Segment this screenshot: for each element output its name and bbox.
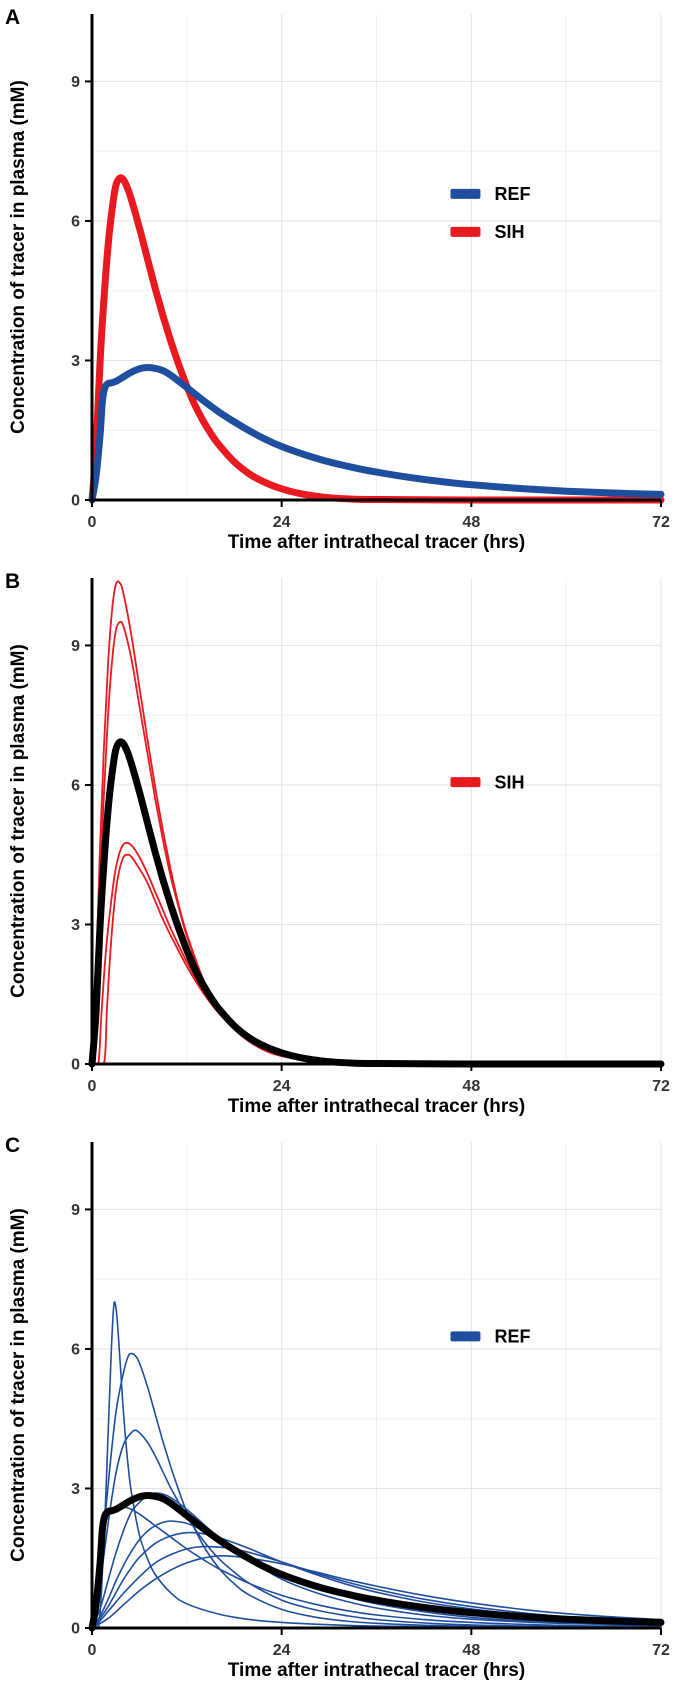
y-axis-title: Concentration of tracer in plasma (mM): [8, 1208, 29, 1562]
y-tick-label: 3: [71, 917, 80, 934]
panel-a-chart: 0 3 6 9 0 24 48 72 Time after intrathecal tracer…: [8, 14, 670, 553]
series-ref-subject-2: [91, 1352, 662, 1629]
series-ref-mean: [88, 363, 665, 504]
x-axis-title: Time after intrathecal tracer (hrs): [228, 532, 525, 553]
y-axis-title: Concentration of tracer in plasma (mM): [8, 644, 29, 998]
series-sih-mean: [88, 174, 665, 504]
legend-swatch-sih: [450, 226, 481, 237]
panel-c-letter: C: [5, 1134, 21, 1157]
panel-a: A 0 3 6 9 0 24 48 72 Time after intrathecal trac…: [0, 0, 675, 564]
x-tick-label: 72: [652, 1642, 670, 1659]
y-tick-label: 0: [71, 1057, 80, 1074]
x-axis-title: Time after intrathecal tracer (hrs): [228, 1096, 525, 1117]
legend-swatch-ref: [450, 1331, 481, 1342]
x-axis-title: Time after intrathecal tracer (hrs): [228, 1660, 525, 1681]
y-tick-label: 6: [71, 778, 80, 795]
panel-b-letter: B: [5, 570, 21, 593]
x-tick-label: 48: [462, 1642, 480, 1659]
series-ref-mean: [88, 1491, 665, 1632]
x-tick-label: 72: [652, 514, 670, 531]
series-ref-subject-4: [91, 1492, 662, 1629]
legend-swatch-ref: [450, 188, 481, 199]
y-tick-label: 9: [71, 1202, 80, 1219]
panel-c: C 0 3 6 9 0 24 48 72 Time after intrathecal trac…: [0, 1128, 675, 1692]
series-sih-mean: [88, 738, 665, 1068]
x-tick-label: 24: [273, 1078, 291, 1095]
x-tick-label: 24: [273, 1642, 291, 1659]
panel-a-letter: A: [5, 6, 21, 29]
x-tick-label: 0: [88, 514, 97, 531]
x-tick-label: 0: [88, 1078, 97, 1095]
y-tick-label: 3: [71, 1481, 80, 1498]
y-tick-label: 0: [71, 493, 80, 510]
y-axis-title: Concentration of tracer in plasma (mM): [8, 80, 29, 434]
x-tick-label: 0: [88, 1642, 97, 1659]
y-tick-label: 9: [71, 638, 80, 655]
x-tick-label: 48: [462, 514, 480, 531]
legend-swatch-sih: [450, 777, 481, 788]
panel-b: B 0 3 6 9 0 24 48 72 Time after intrathecal trac…: [0, 564, 675, 1128]
legend-label-sih: SIH: [494, 222, 524, 242]
y-tick-label: 6: [71, 1342, 80, 1359]
legend-label-sih: SIH: [494, 772, 524, 792]
legend-label-ref: REF: [494, 1327, 530, 1347]
x-tick-label: 72: [652, 1078, 670, 1095]
series-ref-subject-3: [91, 1429, 662, 1629]
y-tick-label: 9: [71, 74, 80, 91]
panel-c-chart: 0 3 6 9 0 24 48 72 Time after intrathecal tracer…: [8, 1142, 670, 1681]
y-tick-label: 0: [71, 1621, 80, 1638]
panel-b-chart: 0 3 6 9 0 24 48 72 Time after intrathecal tracer…: [8, 578, 670, 1117]
x-tick-label: 48: [462, 1078, 480, 1095]
y-tick-label: 6: [71, 214, 80, 231]
y-tick-label: 3: [71, 353, 80, 370]
x-tick-label: 24: [273, 514, 291, 531]
series-ref-subject-1: [91, 1301, 662, 1629]
legend-label-ref: REF: [494, 184, 530, 204]
